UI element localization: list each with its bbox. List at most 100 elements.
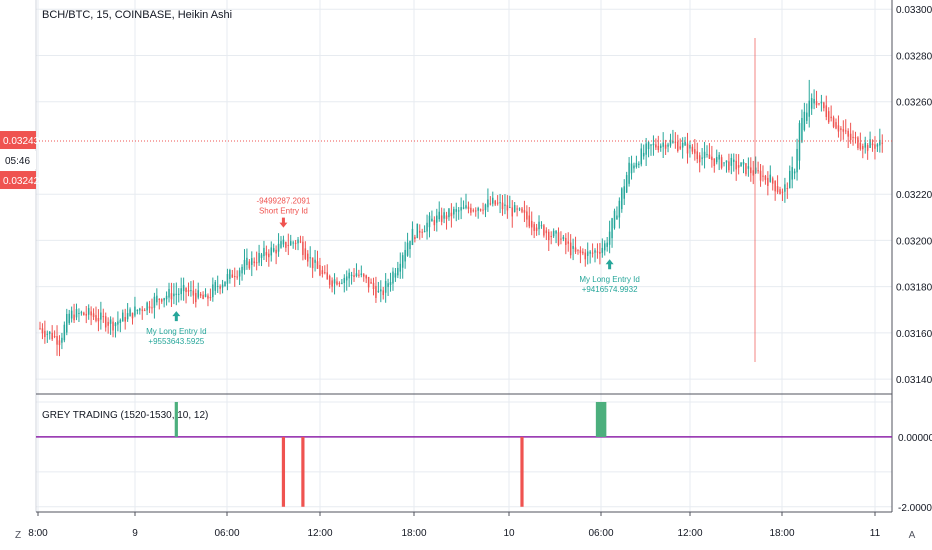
candle-body — [265, 252, 268, 256]
candle-body — [139, 308, 141, 311]
candle-body — [874, 144, 876, 149]
candle-body — [246, 257, 248, 266]
candle-body — [708, 154, 711, 159]
x-tick-label: 9 — [132, 528, 138, 539]
candle-body — [46, 333, 49, 335]
candle-body — [835, 122, 837, 129]
candle-body — [506, 205, 509, 211]
candle-body — [465, 205, 467, 209]
candle-body — [311, 257, 314, 269]
candle-body — [742, 162, 745, 165]
candle-body — [759, 170, 762, 181]
candle-body — [640, 148, 643, 165]
candle-body — [591, 252, 594, 254]
candle-body — [462, 207, 465, 209]
candle-body — [472, 210, 475, 212]
candle-body — [655, 144, 657, 148]
candle-body — [209, 297, 212, 299]
candle-body — [774, 180, 776, 192]
candle-body — [92, 313, 95, 317]
candle-body — [681, 142, 684, 148]
candle-body — [375, 285, 377, 298]
candle-body — [316, 261, 319, 269]
candle-body — [633, 165, 635, 169]
candle-body — [39, 328, 41, 330]
candle-body — [365, 275, 367, 279]
candle-body — [409, 240, 411, 250]
candle-body — [277, 243, 280, 252]
candle-body — [141, 309, 143, 311]
candle-body — [703, 151, 706, 159]
candle-body — [499, 202, 501, 204]
candle-body — [613, 210, 616, 229]
candle-body — [41, 328, 44, 334]
candle-body — [453, 209, 455, 215]
x-tick-label: 06:00 — [214, 528, 239, 539]
price-badge-text: 0.03243 — [3, 136, 40, 147]
candle-body — [840, 128, 842, 130]
candle-body — [204, 294, 207, 297]
candle-body — [97, 317, 100, 322]
candle-body — [859, 142, 862, 150]
indicator-bar — [520, 436, 524, 507]
candle-body — [170, 293, 173, 300]
candle-body — [516, 208, 518, 210]
candle-body — [552, 230, 555, 237]
candle-body — [231, 274, 234, 278]
candle-body — [808, 100, 810, 117]
candle-body — [236, 276, 238, 278]
x-tick-label: 8:00 — [28, 528, 48, 539]
long-entry-arrow-icon — [172, 311, 181, 322]
price2-badge-text: 0.03242 — [3, 176, 40, 187]
candle-body — [119, 319, 122, 324]
candle-body — [881, 142, 884, 144]
candle-body — [177, 293, 180, 295]
candle-body — [784, 184, 786, 192]
candle-body — [182, 284, 185, 292]
candle-body — [436, 215, 438, 223]
candle-body — [869, 139, 871, 148]
price-badge-bg — [0, 131, 36, 150]
candle-body — [68, 313, 70, 324]
candle-body — [798, 123, 801, 161]
candle-body — [421, 231, 423, 233]
candle-body — [448, 208, 450, 218]
candle-body — [224, 281, 226, 287]
candle-body — [229, 270, 231, 279]
candle-body — [358, 274, 360, 276]
candle-body — [754, 167, 757, 173]
candle-body — [664, 144, 667, 149]
candle-body — [579, 250, 582, 254]
candle-body — [560, 238, 562, 240]
candle-body — [518, 208, 521, 210]
countdown-badge-bg — [0, 151, 36, 170]
candle-body — [416, 223, 419, 238]
y-tick-label: 0.03160 — [896, 329, 932, 340]
x-tick-label: 10 — [503, 528, 515, 539]
candle-body — [243, 260, 246, 271]
candle-body — [309, 257, 311, 259]
candle-body — [348, 272, 350, 279]
y-tick-label: 0.03260 — [896, 98, 932, 109]
long-entry-value: +9416574.9932 — [582, 285, 638, 294]
candle-body — [380, 289, 382, 292]
candle-body — [289, 241, 292, 246]
indicator-title: GREY TRADING (1520-1530, 10, 12) — [42, 410, 208, 421]
candle-body — [694, 149, 696, 154]
candle-body — [737, 165, 740, 168]
candle-body — [606, 242, 608, 247]
candle-body — [129, 309, 131, 317]
candle-body — [324, 272, 326, 274]
candle-body — [844, 130, 847, 132]
candle-body — [102, 316, 105, 318]
auto-scale-right-button[interactable]: A — [908, 529, 916, 541]
candle-body — [423, 231, 426, 233]
candle-body — [73, 314, 75, 321]
candle-body — [582, 251, 584, 254]
candle-body — [438, 211, 440, 220]
candle-body — [431, 218, 433, 222]
candle-body — [657, 145, 660, 151]
candle-body — [628, 162, 630, 184]
auto-scale-left-button[interactable]: Z — [14, 529, 22, 541]
